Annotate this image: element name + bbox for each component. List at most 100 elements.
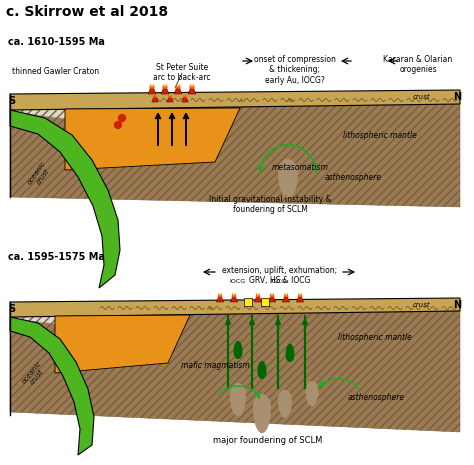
Polygon shape [184,93,186,98]
Polygon shape [149,84,151,88]
Polygon shape [161,87,169,94]
Polygon shape [268,296,275,302]
Polygon shape [230,296,237,302]
Polygon shape [273,292,274,297]
Text: lithospheric mantle: lithospheric mantle [338,332,412,341]
Polygon shape [235,292,237,297]
Text: crust: crust [412,94,430,100]
Text: extension, uplift, exhumation;
GRV, HS & IOCG: extension, uplift, exhumation; GRV, HS &… [222,266,337,286]
Polygon shape [278,159,298,198]
Text: Initial gravitational instability &
foundering of SCLM: Initial gravitational instability & foun… [209,195,331,214]
Polygon shape [283,296,290,302]
Polygon shape [10,104,460,207]
Polygon shape [234,341,243,359]
Polygon shape [182,97,188,102]
Polygon shape [287,292,289,297]
Polygon shape [189,84,191,88]
Text: IOCG: IOCG [229,279,245,284]
Polygon shape [55,315,190,373]
Text: S: S [9,96,16,106]
Polygon shape [10,109,145,128]
Polygon shape [171,93,172,98]
Polygon shape [152,97,158,102]
Polygon shape [10,90,460,110]
Polygon shape [231,292,233,297]
Polygon shape [10,316,125,331]
Polygon shape [164,84,166,88]
Polygon shape [182,93,184,98]
Circle shape [118,114,126,121]
Polygon shape [283,292,285,297]
Text: oceanic
crust: oceanic crust [20,360,48,390]
Polygon shape [306,381,319,406]
Text: oceanic
crust: oceanic crust [27,160,53,190]
Text: c. Skirrow et al 2018: c. Skirrow et al 2018 [6,5,168,19]
Polygon shape [10,317,94,455]
Polygon shape [169,93,171,98]
Bar [261,298,269,306]
Bar [244,298,252,306]
Polygon shape [255,292,257,297]
Polygon shape [185,93,187,98]
Text: lithospheric mantle: lithospheric mantle [343,131,417,140]
Text: IOCG: IOCG [270,279,286,284]
Text: asthenosphere: asthenosphere [348,393,405,403]
Polygon shape [65,108,240,170]
Polygon shape [269,292,272,297]
Polygon shape [168,93,170,98]
Text: onset of compression
& thickening;
early Au, IOCG?: onset of compression & thickening; early… [254,55,336,85]
Polygon shape [148,87,156,94]
Polygon shape [154,93,156,98]
Polygon shape [177,84,179,88]
Polygon shape [10,311,460,432]
Text: ca. 1610-1595 Ma: ca. 1610-1595 Ma [8,37,105,47]
Text: Au: Au [206,306,214,311]
Polygon shape [230,383,246,417]
Text: Au: Au [286,98,293,102]
Polygon shape [219,292,221,297]
Polygon shape [299,292,301,297]
Text: Au: Au [238,98,246,102]
Circle shape [115,121,121,128]
Polygon shape [285,292,287,297]
Polygon shape [233,292,235,297]
Polygon shape [10,298,460,317]
Polygon shape [175,84,177,88]
Text: ca. 1595-1575 Ma: ca. 1595-1575 Ma [8,252,105,262]
Text: thinned Gawler Craton: thinned Gawler Craton [12,67,99,76]
Polygon shape [217,296,224,302]
Polygon shape [253,394,271,433]
Polygon shape [162,84,164,88]
Polygon shape [259,292,261,297]
Text: N: N [453,92,461,102]
Text: mafic magmatism: mafic magmatism [181,360,249,370]
Polygon shape [296,296,304,302]
Text: St Peter Suite
arc to back-arc: St Peter Suite arc to back-arc [153,63,211,82]
Polygon shape [179,84,181,88]
Polygon shape [257,292,259,297]
Polygon shape [174,87,182,94]
Polygon shape [167,97,173,102]
Polygon shape [278,390,292,418]
Polygon shape [220,292,223,297]
Text: metasomatism: metasomatism [272,164,328,173]
Polygon shape [10,110,120,288]
Polygon shape [285,344,294,362]
Polygon shape [153,84,155,88]
Polygon shape [255,296,262,302]
Text: asthenosphere: asthenosphere [325,173,382,181]
Polygon shape [153,93,155,98]
Text: Kararan & Olarian
orogenies: Kararan & Olarian orogenies [383,55,453,74]
Polygon shape [155,93,157,98]
Text: N: N [453,300,461,310]
Polygon shape [192,84,195,88]
Polygon shape [271,292,273,297]
Polygon shape [188,87,196,94]
Text: major foundering of SCLM: major foundering of SCLM [213,436,323,445]
Polygon shape [151,84,153,88]
Text: S: S [9,304,16,314]
Polygon shape [218,292,219,297]
Polygon shape [257,361,266,379]
Text: crust: crust [412,302,430,308]
Polygon shape [301,292,302,297]
